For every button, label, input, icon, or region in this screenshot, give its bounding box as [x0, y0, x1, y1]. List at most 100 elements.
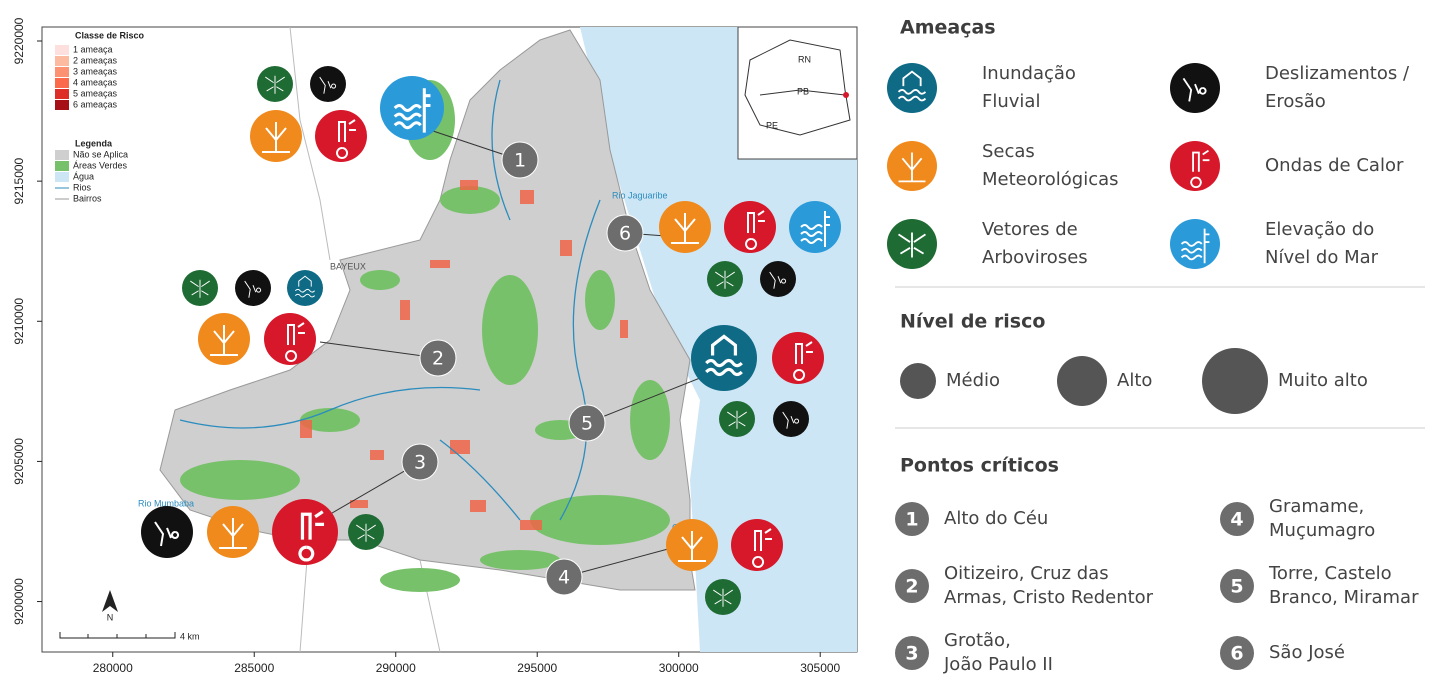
threat-icon [272, 499, 338, 565]
inset-label: RN [798, 54, 811, 64]
icon-glyph [727, 410, 747, 429]
point-number: 3 [414, 452, 426, 474]
icon-glyph [244, 280, 262, 298]
glyph [298, 510, 325, 562]
threat-icon [1170, 141, 1220, 191]
icon-glyph [671, 213, 699, 244]
place-label: Rio Mumbaba [138, 498, 194, 508]
glyph [336, 119, 356, 159]
icon-glyph [336, 119, 356, 159]
icon-glyph [285, 322, 305, 362]
glyph [793, 341, 813, 381]
item-label: Ondas de Calor [1265, 155, 1404, 176]
item-label: Oitizeiro, Cruz das [944, 563, 1109, 584]
glyph [705, 334, 743, 377]
glyph [319, 76, 337, 94]
scale-bar [59, 632, 176, 639]
icon-glyph [782, 411, 800, 429]
point-number: 4 [558, 567, 570, 589]
icon-glyph [265, 75, 285, 94]
section-title: Nível de risco [900, 311, 1045, 333]
item-label: Grotão, [944, 630, 1011, 651]
glyph [1180, 228, 1210, 264]
threat-icon [141, 506, 193, 558]
item-label: Gramame, [1269, 496, 1364, 517]
icon-glyph [1190, 149, 1210, 188]
item-label: Alto do Céu [944, 508, 1048, 529]
icon-glyph [1180, 228, 1210, 264]
icon-glyph [897, 70, 927, 102]
icon-glyph [294, 275, 316, 298]
threat-icon [1170, 63, 1220, 113]
icon-glyph [713, 588, 733, 607]
legend-label: 3 ameaças [73, 66, 118, 76]
icon-glyph [154, 521, 180, 547]
legend-swatch [55, 89, 69, 99]
point-number: 1 [905, 509, 918, 531]
threat-icon [773, 401, 809, 437]
point-number: 3 [905, 643, 918, 665]
icon-glyph [678, 531, 706, 562]
threat-icon [760, 261, 796, 297]
inset-location [843, 92, 849, 98]
icon-glyph [262, 122, 290, 153]
glyph [393, 88, 431, 133]
icon-glyph [715, 270, 735, 289]
point-marker [568, 404, 606, 442]
icon-glyph [752, 528, 772, 568]
glyph [898, 152, 926, 183]
glyph [715, 270, 735, 289]
icon-glyph [319, 76, 337, 94]
inset-label: PE [766, 120, 778, 130]
leader-line [319, 341, 439, 359]
item-label: Deslizamentos / [1265, 63, 1410, 84]
icon-glyph [190, 279, 210, 298]
legend-label: 5 ameaças [73, 88, 118, 98]
glyph [745, 210, 765, 250]
legend-label: 1 ameaça [73, 44, 113, 54]
glyph [294, 275, 316, 298]
glyph [210, 325, 238, 356]
glyph [244, 280, 262, 298]
y-tick-label: 9200000 [12, 578, 26, 625]
glyph [265, 75, 285, 94]
inset-boundaries [744, 39, 851, 136]
risk-label: Alto [1117, 370, 1152, 391]
glyph [897, 70, 927, 102]
icon-glyph [793, 341, 813, 381]
item-label: Muçumagro [1269, 520, 1375, 541]
point-marker [1220, 502, 1254, 536]
item-label: Branco, Miramar [1269, 587, 1419, 608]
item-label: João Paulo II [943, 654, 1053, 675]
legend-swatch [55, 161, 69, 171]
y-tick-label: 9220000 [12, 17, 26, 64]
icon-glyph [219, 518, 247, 549]
item-label: Nível do Mar [1265, 247, 1379, 268]
glyph [219, 518, 247, 549]
legend-label: Bairros [73, 193, 102, 203]
threat-icon [287, 270, 323, 306]
legend-swatch [55, 78, 69, 88]
threat-icon [310, 66, 346, 102]
section-title: Ameaças [900, 17, 996, 39]
glyph [752, 528, 772, 568]
legend-label: Rios [73, 182, 92, 192]
point-number: 1 [514, 150, 526, 172]
point-marker [1220, 569, 1254, 603]
north-label: N [107, 612, 114, 622]
legend-swatch [55, 67, 69, 77]
legend-swatch [55, 56, 69, 66]
point-marker [401, 443, 439, 481]
inset-label: PB [797, 86, 809, 96]
legend-swatch [55, 172, 69, 182]
point-marker [1220, 636, 1254, 670]
x-tick-label: 290000 [376, 661, 416, 675]
x-tick-label: 280000 [93, 661, 133, 675]
icon-glyph [898, 232, 926, 258]
glyph [190, 279, 210, 298]
item-label: Inundação [982, 63, 1076, 84]
risk-label: Muito alto [1278, 370, 1368, 391]
risk-size [1202, 348, 1268, 414]
point-number: 4 [1230, 509, 1243, 531]
